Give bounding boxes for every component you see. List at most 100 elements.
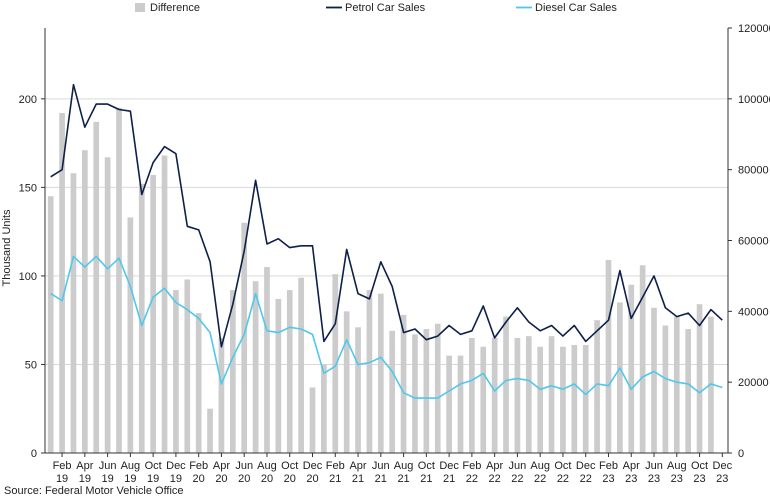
bar-difference-13 — [195, 313, 202, 453]
x-tick-month-45: Oct — [554, 460, 571, 472]
bar-difference-36 — [457, 355, 464, 453]
legend-label-difference: Difference — [150, 2, 200, 14]
bar-difference-50 — [617, 302, 623, 453]
bar-difference-28 — [366, 290, 373, 453]
x-tick-year-47: 22 — [580, 473, 592, 485]
bar-difference-32 — [412, 334, 418, 453]
x-tick-month-3: Apr — [76, 460, 93, 472]
bar-difference-0 — [47, 196, 54, 453]
x-tick-year-29: 21 — [375, 473, 387, 485]
legend-label-diesel-car-sales: Diesel Car Sales — [535, 2, 617, 14]
x-tick-month-31: Aug — [394, 460, 414, 472]
line-petrol-car-sales — [50, 83, 723, 348]
bar-difference-31 — [400, 314, 407, 453]
x-tick-month-5: Jun — [99, 460, 117, 472]
bar-difference-2 — [70, 173, 77, 454]
x-tick-year-33: 21 — [420, 473, 432, 485]
x-tick-month-11: Dec — [166, 460, 186, 472]
y-axis-title: Thousand Units — [1, 209, 13, 287]
bar-difference-6 — [116, 107, 122, 453]
bar-difference-5 — [104, 157, 111, 454]
y-tick-left-100: 100 — [19, 271, 37, 283]
bar-difference-40 — [503, 316, 509, 453]
bar-difference-26 — [343, 311, 350, 453]
bar-difference-12 — [184, 279, 191, 453]
y-tick-left-150: 150 — [19, 182, 37, 194]
y-tick-right-40000: 40000 — [738, 306, 769, 318]
source-note: Source: Federal Motor Vehicle Office — [4, 485, 184, 497]
x-tick-year-57: 23 — [693, 473, 705, 485]
bar-difference-51 — [628, 284, 635, 453]
bar-difference-56 — [685, 329, 692, 453]
x-tick-month-17: Jun — [235, 460, 253, 472]
x-tick-year-23: 20 — [306, 473, 318, 485]
bar-difference-3 — [81, 150, 88, 453]
gridlines — [45, 98, 728, 365]
x-tick-month-53: Jun — [645, 460, 663, 472]
bar-difference-39 — [491, 337, 498, 453]
x-tick-year-25: 21 — [329, 473, 341, 485]
x-tick-month-7: Aug — [121, 460, 141, 472]
bar-difference-20 — [275, 298, 282, 453]
bar-difference-24 — [321, 364, 327, 453]
bar-difference-23 — [309, 387, 316, 453]
bar-difference-4 — [93, 121, 100, 454]
bar-difference-11 — [173, 290, 179, 453]
bar-difference-57 — [696, 304, 703, 453]
bar-difference-48 — [594, 320, 600, 453]
bar-difference-53 — [651, 307, 657, 453]
bar-difference-38 — [480, 346, 487, 453]
x-tick-month-15: Apr — [213, 460, 230, 472]
bar-difference-42 — [525, 336, 532, 453]
bar-difference-10 — [161, 155, 168, 453]
y-tick-right-120000: 120000 — [738, 23, 770, 35]
x-tick-month-33: Oct — [418, 460, 435, 472]
x-tick-month-55: Aug — [667, 460, 687, 472]
bar-difference-19 — [264, 267, 270, 453]
bar-difference-43 — [537, 346, 544, 453]
x-tick-year-37: 22 — [466, 473, 478, 485]
x-tick-month-43: Aug — [530, 460, 550, 472]
x-tick-year-45: 22 — [557, 473, 569, 485]
x-tick-year-15: 20 — [215, 473, 227, 485]
x-tick-month-41: Jun — [509, 460, 527, 472]
x-tick-year-35: 21 — [443, 473, 455, 485]
bar-difference-54 — [662, 325, 669, 453]
x-tick-year-13: 20 — [193, 473, 205, 485]
bar-difference-55 — [673, 316, 680, 453]
bar-difference-45 — [560, 346, 566, 453]
x-tick-year-53: 23 — [648, 473, 660, 485]
bar-difference-18 — [252, 281, 259, 453]
axes: 0 50 100 150 200 0 20000 40000 60000 80000 100000 1… — [19, 23, 770, 485]
bar-difference-29 — [377, 293, 384, 453]
x-tick-year-17: 20 — [238, 473, 250, 485]
bar-difference-7 — [127, 217, 134, 453]
bar-difference-8 — [138, 183, 145, 454]
difference-bars — [47, 107, 714, 454]
x-tick-month-37: Feb — [462, 460, 481, 472]
y-tick-right-0: 0 — [738, 448, 744, 460]
bar-difference-16 — [229, 290, 236, 453]
bar-difference-27 — [355, 327, 361, 453]
bar-difference-25 — [332, 274, 339, 453]
y-tick-right-100000: 100000 — [738, 94, 770, 106]
series-lines — [50, 83, 723, 399]
legend: Difference Petrol Car Sales Diesel Car Sal… — [135, 2, 617, 14]
x-tick-month-25: Feb — [326, 460, 345, 472]
x-tick-year-41: 22 — [511, 473, 523, 485]
bar-difference-34 — [434, 323, 441, 453]
legend-label-petrol-car-sales: Petrol Car Sales — [345, 2, 426, 14]
x-tick-month-59: Dec — [713, 460, 733, 472]
y-tick-right-80000: 80000 — [738, 165, 769, 177]
x-tick-month-9: Oct — [145, 460, 162, 472]
x-tick-month-51: Apr — [623, 460, 640, 472]
x-tick-year-5: 19 — [101, 473, 113, 485]
bar-difference-1 — [59, 113, 65, 453]
x-tick-month-27: Apr — [349, 460, 366, 472]
x-tick-month-1: Feb — [53, 460, 72, 472]
x-tick-month-57: Oct — [691, 460, 708, 472]
x-tick-year-49: 23 — [602, 473, 614, 485]
bar-difference-37 — [469, 337, 475, 453]
x-tick-month-49: Feb — [599, 460, 618, 472]
